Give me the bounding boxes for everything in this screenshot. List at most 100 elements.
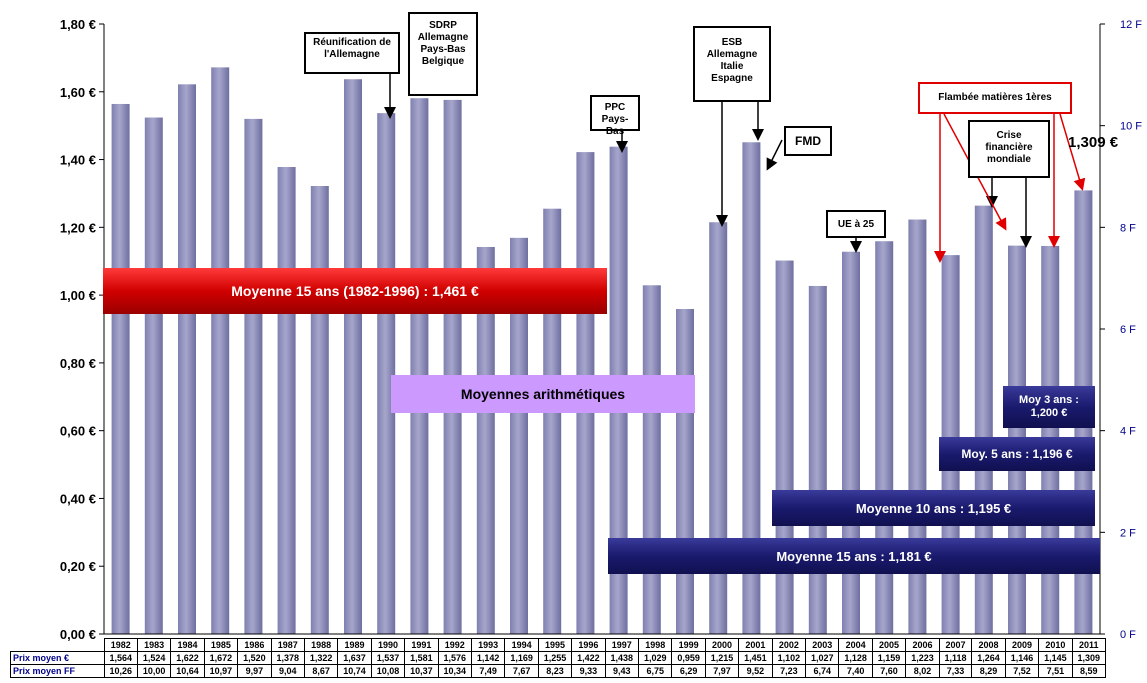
y-tick-label-right: 8 F xyxy=(1120,222,1136,234)
bar-1987 xyxy=(277,167,296,634)
year-cell: 1995 xyxy=(537,638,573,652)
y-tick-label-left: 1,80 € xyxy=(60,17,96,32)
prix-euro-cell: 1,128 xyxy=(838,651,873,665)
prix-ff-cell: 9,52 xyxy=(738,664,773,678)
prix-ff-cell: 10,64 xyxy=(170,664,205,678)
bar-1986 xyxy=(244,118,263,634)
year-cell: 2005 xyxy=(871,638,907,652)
prix-euro-cell: 1,576 xyxy=(437,651,472,665)
y-tick-label-right: 4 F xyxy=(1120,426,1136,438)
bar-1995 xyxy=(543,208,562,634)
bar-1990 xyxy=(377,113,396,634)
bar-1988 xyxy=(310,185,329,634)
year-cell: 1994 xyxy=(504,638,539,652)
year-cell: 2011 xyxy=(1071,638,1107,652)
prix-euro-cell: 1,622 xyxy=(170,651,205,665)
year-cell: 1991 xyxy=(404,638,439,652)
table-row-prix-euro: Prix moyen €1,564 1,524 1,622 1,672 1,520 1,3… xyxy=(10,651,1107,665)
year-cell: 1989 xyxy=(337,638,372,652)
prix-ff-cell: 8,67 xyxy=(303,664,339,678)
year-cell: 1996 xyxy=(571,638,606,652)
prix-euro-cell: 1,637 xyxy=(337,651,372,665)
prix-euro-cell: 1,027 xyxy=(805,651,840,665)
y-tick-label-right: 0 F xyxy=(1120,629,1136,641)
prix-euro-cell: 1,378 xyxy=(270,651,305,665)
prix-euro-cell: 1,309 xyxy=(1071,651,1107,665)
year-cell: 2003 xyxy=(805,638,840,652)
average-3-years: Moy 3 ans : 1,200 € xyxy=(1003,386,1095,428)
prix-ff-cell: 9,97 xyxy=(237,664,272,678)
bar-2002 xyxy=(775,260,794,634)
red-arrow xyxy=(1059,113,1086,191)
bar-1983 xyxy=(144,117,163,635)
y-tick-label-left: 1,40 € xyxy=(60,153,96,168)
prix-ff-cell: 10,00 xyxy=(136,664,172,678)
prix-ff-cell: 7,97 xyxy=(704,664,740,678)
bar-1984 xyxy=(178,84,196,635)
prix-euro-cell: 1,159 xyxy=(871,651,907,665)
bar-1993 xyxy=(476,246,495,634)
prix-ff-cell: 6,75 xyxy=(637,664,673,678)
prix-euro-cell: 1,581 xyxy=(404,651,439,665)
prix-ff-cell: 10,34 xyxy=(437,664,472,678)
prix-euro-cell: 1,422 xyxy=(571,651,606,665)
y-tick-label-left: 0,20 € xyxy=(60,559,96,574)
row-header-prix-euro: Prix moyen € xyxy=(10,651,105,665)
year-cell: 1986 xyxy=(237,638,272,652)
average-10-years: Moyenne 10 ans : 1,195 € xyxy=(772,490,1095,526)
prix-ff-cell: 7,49 xyxy=(470,664,506,678)
prix-euro-cell: 1,524 xyxy=(136,651,172,665)
y-tick-label-left: 1,00 € xyxy=(60,288,96,303)
prix-euro-cell: 1,118 xyxy=(938,651,973,665)
prix-ff-cell: 7,23 xyxy=(771,664,807,678)
y-tick-label-right: 10 F xyxy=(1120,121,1142,133)
year-cell: 1984 xyxy=(170,638,205,652)
data-table: 1982 1983 1984 1985 1986 1987 1988 1989 1990 1991… xyxy=(10,638,1107,678)
prix-euro-cell: 0,959 xyxy=(671,651,706,665)
year-cell: 1987 xyxy=(270,638,305,652)
table-row-prix-ff: Prix moyen FF 10,26 10,00 10,64 10,97 9,97 9,0… xyxy=(10,664,1107,678)
year-cell: 1983 xyxy=(136,638,172,652)
year-cell: 2001 xyxy=(738,638,773,652)
annotation-flambee: Flambée matières 1ères xyxy=(918,82,1072,114)
table-row-years: 1982 1983 1984 1985 1986 1987 1988 1989 1990 1991… xyxy=(11,638,1107,652)
bar-1999 xyxy=(676,309,694,634)
arithmetic-averages-label: Moyennes arithmétiques xyxy=(391,375,695,413)
bar-1994 xyxy=(510,237,528,635)
prix-euro-cell: 1,223 xyxy=(905,651,940,665)
annotation-crise: Crise financière mondiale xyxy=(968,120,1050,178)
prix-ff-cell: 10,37 xyxy=(404,664,439,678)
annotation-sdrp: SDRP Allemagne Pays-Bas Belgique xyxy=(408,12,478,96)
year-cell: 2006 xyxy=(905,638,940,652)
bar-2008 xyxy=(974,205,993,634)
prix-ff-cell: 8,23 xyxy=(537,664,573,678)
average-15-years: Moyenne 15 ans : 1,181 € xyxy=(608,538,1100,574)
annotation-ppc: PPC Pays-Bas xyxy=(590,95,640,137)
bar-1982 xyxy=(111,103,130,634)
prix-euro-cell: 1,451 xyxy=(738,651,773,665)
bar-1985 xyxy=(211,67,230,634)
year-cell: 1990 xyxy=(370,638,406,652)
prix-euro-cell: 1,672 xyxy=(203,651,239,665)
prix-ff-cell: 7,60 xyxy=(871,664,907,678)
y-tick-label-left: 0,80 € xyxy=(60,356,96,371)
year-cell: 1982 xyxy=(103,638,138,652)
year-cell: 1999 xyxy=(671,638,706,652)
prix-ff-cell: 8,02 xyxy=(905,664,940,678)
bar-1991 xyxy=(410,98,429,634)
year-cell: 1997 xyxy=(604,638,640,652)
year-cell: 1985 xyxy=(203,638,239,652)
prix-ff-cell: 10,08 xyxy=(370,664,406,678)
average-15-years-1982-1996: Moyenne 15 ans (1982-1996) : 1,461 € xyxy=(103,268,607,314)
prix-ff-cell: 6,29 xyxy=(671,664,706,678)
prix-ff-cell: 9,04 xyxy=(270,664,305,678)
prix-ff-cell: 10,97 xyxy=(203,664,239,678)
year-cell: 2002 xyxy=(771,638,807,652)
bar-2000 xyxy=(709,222,728,634)
prix-euro-cell: 1,264 xyxy=(971,651,1006,665)
prix-euro-cell: 1,215 xyxy=(704,651,740,665)
bar-1998 xyxy=(642,285,661,634)
year-cell: 2007 xyxy=(938,638,973,652)
year-cell: 1998 xyxy=(637,638,673,652)
bar-2004 xyxy=(842,251,860,634)
